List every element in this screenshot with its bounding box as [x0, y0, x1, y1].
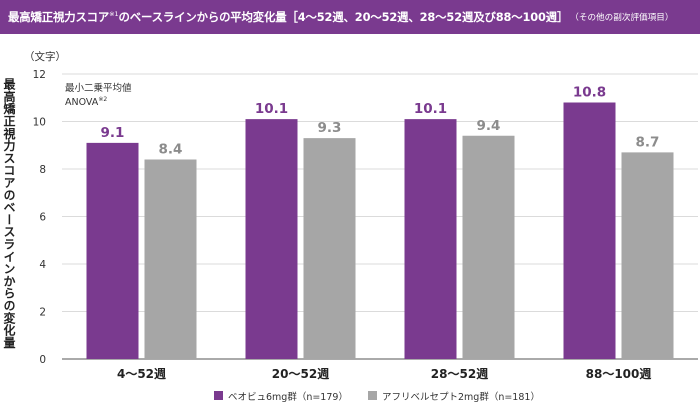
bar-series-1 — [563, 102, 616, 359]
title-rest: のベースラインからの平均変化量［4～52週、20～52週、28～52週及び88～… — [118, 10, 569, 24]
y-tick-label: 0 — [39, 354, 46, 366]
y-axis-title: 最高矯正視力スコアのベースラインからの変化量 — [2, 78, 16, 349]
y-tick-label: 12 — [33, 69, 46, 81]
bar-value-label: 10.8 — [573, 85, 606, 101]
y-tick-label: 6 — [39, 212, 46, 224]
title-footnote-mark: ※1 — [109, 10, 119, 19]
x-axis: 4～52週 20～52週 28～52週 88～100週 — [117, 366, 651, 381]
bar-series-1 — [86, 142, 139, 359]
legend: ベオビュ6mg群（n=179） アフリベルセプト2mg群（n=181） — [214, 391, 540, 403]
legend-label: アフリベルセプト2mg群（n=181） — [382, 391, 540, 403]
legend-label: ベオビュ6mg群（n=179） — [228, 391, 348, 403]
annotation-anova: ANOVA※2 — [65, 96, 107, 108]
bar-value-label: 8.4 — [159, 142, 183, 158]
bar-value-label: 10.1 — [255, 101, 288, 117]
title-main: 最高矯正視力スコア — [8, 10, 110, 24]
x-tick-label: 20～52週 — [272, 366, 329, 381]
bar-series-2 — [621, 152, 674, 359]
bar-series-2 — [303, 138, 356, 359]
bars: 9.1 8.4 10.1 9.3 10.1 9.4 10.8 8.7 — [86, 85, 674, 359]
bar-series-2 — [144, 159, 197, 359]
y-tick-label: 10 — [33, 117, 46, 129]
annotation-stat-method: 最小二乗平均値 — [65, 82, 132, 94]
annotation-anova-text: ANOVA — [65, 97, 99, 108]
chart-title-banner: 最高矯正視力スコア※1のベースラインからの平均変化量［4～52週、20～52週、… — [0, 0, 700, 34]
x-tick-label: 28～52週 — [431, 366, 488, 381]
y-axis-ticks: 0 2 4 6 8 10 12 — [33, 69, 47, 366]
y-tick-label: 4 — [39, 259, 46, 271]
x-tick-label: 4～52週 — [117, 366, 166, 381]
bar-value-label: 9.3 — [318, 120, 342, 136]
chart-title: 最高矯正視力スコア※1のベースラインからの平均変化量［4～52週、20～52週、… — [8, 9, 568, 25]
bar-value-label: 8.7 — [636, 134, 660, 150]
legend-swatch — [368, 391, 377, 400]
y-tick-label: 8 — [39, 164, 46, 176]
bar-value-label: 10.1 — [414, 101, 447, 117]
x-tick-label: 88～100週 — [586, 366, 652, 381]
annotation-footnote-mark: ※2 — [98, 96, 107, 103]
legend-swatch — [214, 391, 223, 400]
y-axis-unit-label: （文字） — [24, 50, 66, 63]
bar-series-2 — [462, 135, 515, 359]
bar-series-1 — [404, 119, 457, 359]
bar-series-1 — [245, 119, 298, 359]
chart-subtitle: （その他の副次評価項目） — [570, 13, 674, 23]
bar-value-label: 9.1 — [101, 125, 125, 141]
y-tick-label: 2 — [39, 307, 46, 319]
bar-value-label: 9.4 — [477, 118, 501, 134]
